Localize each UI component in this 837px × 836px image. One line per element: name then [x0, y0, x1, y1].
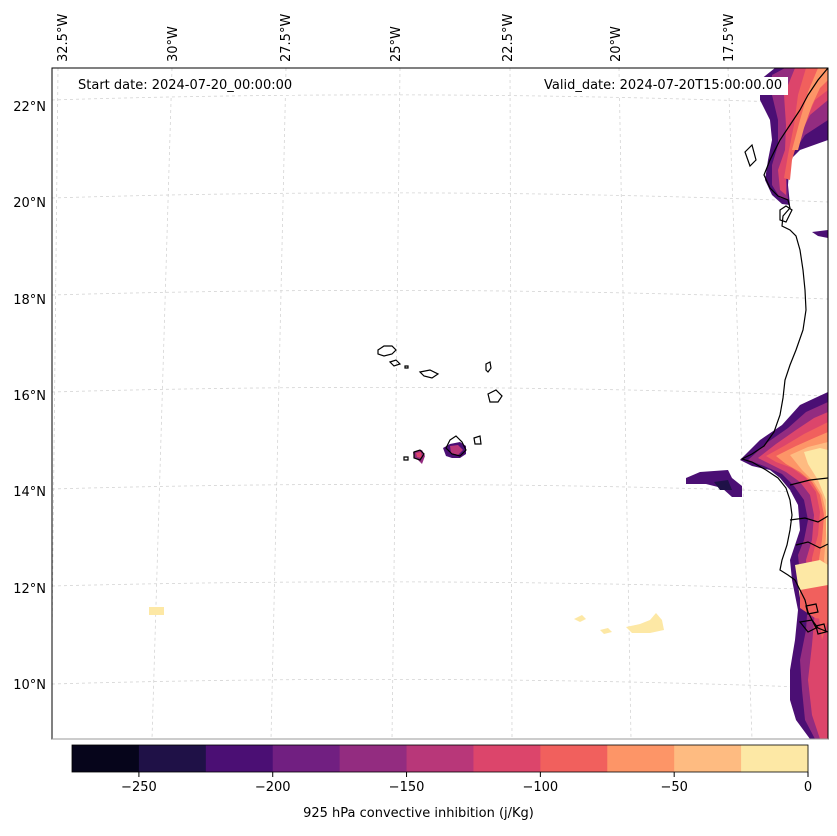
island-brava: [403, 456, 409, 461]
lon-label: 30°W: [166, 26, 181, 62]
parallel-12n: [52, 581, 828, 591]
parallel-16n: [52, 386, 828, 397]
colorbar-swatch: [205, 745, 274, 772]
coast-islands-3: [805, 603, 819, 615]
cin-field-north-coast: [760, 68, 828, 238]
lat-label: 12°N: [13, 582, 46, 597]
meridian-17-5w: [727, 68, 753, 739]
colorbar-tick-label: 0: [804, 780, 812, 795]
coast-fragment-2: [779, 205, 793, 223]
lat-label: 16°N: [13, 389, 46, 404]
lat-label: 14°N: [13, 485, 46, 500]
colorbar-swatch: [741, 745, 809, 772]
start-date-label: Start date: 2024-07-20_00:00:00: [72, 77, 299, 95]
lon-label: 25°W: [389, 26, 404, 62]
colorbar-swatch: [138, 745, 207, 772]
colorbar-swatch: [674, 745, 742, 772]
coast-river-senegal: [789, 477, 828, 486]
lon-label: 20°W: [609, 26, 624, 62]
colorbar-swatch: [272, 745, 341, 772]
colorbar-swatch: [607, 745, 675, 772]
coast-estuary: [795, 541, 828, 549]
parallel-22n: [52, 94, 828, 105]
cin-field-cape-verde: [413, 442, 466, 464]
meridian-25w: [391, 68, 401, 739]
colorbar-label: 925 hPa convective inhibition (j/Kg): [303, 806, 534, 821]
lat-label: 20°N: [13, 196, 46, 211]
lat-label: 18°N: [13, 293, 46, 308]
island-santiago: [445, 435, 467, 457]
island-santa-luzia: [404, 365, 409, 369]
island-sao-nicolau: [418, 369, 440, 379]
island-maio: [473, 435, 482, 445]
coast-islands-2: [815, 623, 827, 635]
cin-field-weak-patches: [149, 607, 664, 634]
coast-river-gambia: [789, 515, 828, 523]
parallel-18n: [52, 289, 828, 300]
colorbar-swatch: [339, 745, 408, 772]
colorbar-swatch: [72, 745, 140, 772]
island-fogo: [413, 449, 425, 461]
lon-label: 27.5°W: [279, 14, 294, 62]
parallel-20n: [52, 192, 828, 203]
lat-label: 10°N: [13, 678, 46, 693]
lat-labels: 22°N 20°N 18°N 16°N 14°N 12°N 10°N: [13, 100, 46, 693]
coastline: [377, 68, 828, 635]
island-sao-vicente: [388, 359, 402, 367]
lat-label: 22°N: [13, 100, 46, 115]
colorbar-tick-label: −200: [255, 780, 291, 795]
map-area: [52, 68, 828, 739]
island-boa-vista: [487, 389, 503, 403]
colorbar-swatch: [540, 745, 608, 772]
valid-date-label: Valid_date: 2024-07-20T15:00:00.00: [538, 77, 789, 95]
island-sal: [485, 361, 492, 373]
parallel-10n: [52, 678, 828, 689]
lon-labels: 32.5°W 30°W 27.5°W 25°W 22.5°W 20°W 17.5…: [56, 14, 737, 62]
colorbar-tick-label: −100: [523, 780, 559, 795]
island-santo-antao: [377, 345, 397, 357]
lon-label: 17.5°W: [722, 14, 737, 62]
cin-field-south-coast: [686, 392, 828, 739]
parallel-14n: [52, 483, 828, 494]
meridian-30w: [151, 68, 173, 739]
lon-label: 22.5°W: [501, 14, 516, 62]
colorbar-tick-label: −50: [660, 780, 687, 795]
colorbar-swatches: [72, 745, 809, 772]
colorbar-swatch: [406, 745, 474, 772]
lon-label: 32.5°W: [56, 14, 71, 62]
colorbar-tick-label: −250: [121, 780, 157, 795]
colorbar-border: [71, 744, 809, 773]
coast-fragment-1: [744, 143, 757, 168]
coastline-africa: [740, 68, 828, 633]
colorbar-ticks: −250 −200 −150 −100 −50 0: [121, 772, 812, 795]
meridian-27-5w: [270, 68, 287, 739]
colorbar-tick-label: −150: [389, 780, 425, 795]
colorbar-swatch: [473, 745, 541, 772]
meridian-22-5w: [509, 68, 513, 739]
